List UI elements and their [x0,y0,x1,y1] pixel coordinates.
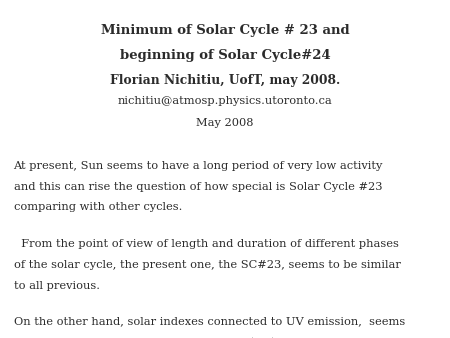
Text: of the solar cycle, the present one, the SC#23, seems to be similar: of the solar cycle, the present one, the… [14,260,400,270]
Text: At present, Sun seems to have a long period of very low activity: At present, Sun seems to have a long per… [14,161,383,171]
Text: From the point of view of length and duration of different phases: From the point of view of length and dur… [14,239,398,249]
Text: nichitiu@atmosp.physics.utoronto.ca: nichitiu@atmosp.physics.utoronto.ca [117,96,333,106]
Text: comparing with other cycles.: comparing with other cycles. [14,202,182,213]
Text: Florian Nichitiu, UofT, may 2008.: Florian Nichitiu, UofT, may 2008. [110,74,340,87]
Text: beginning of Solar Cycle#24: beginning of Solar Cycle#24 [120,49,330,62]
Text: On the other hand, solar indexes connected to UV emission,  seems: On the other hand, solar indexes connect… [14,317,405,327]
Text: Minimum of Solar Cycle # 23 and: Minimum of Solar Cycle # 23 and [101,24,349,37]
Text: May 2008: May 2008 [196,118,254,128]
Text: to all previous.: to all previous. [14,281,99,291]
Text: and this can rise the question of how special is Solar Cycle #23: and this can rise the question of how sp… [14,182,382,192]
